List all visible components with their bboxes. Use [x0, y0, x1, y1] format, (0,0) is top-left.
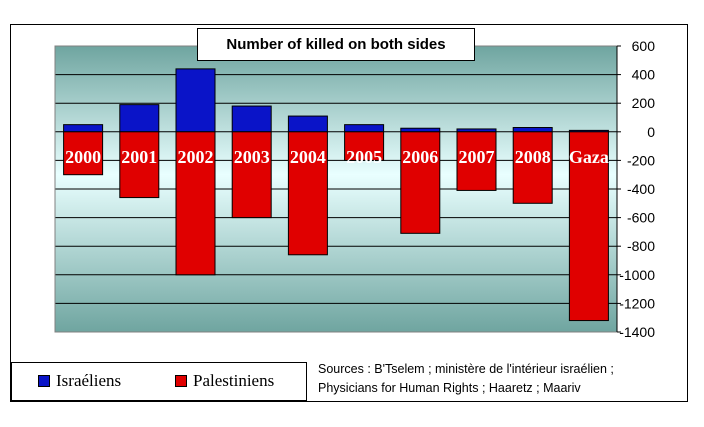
- bar-palestiniens-2001: [119, 131, 160, 199]
- legend-item-israeliens: Israéliens: [38, 371, 121, 391]
- bar-palestiniens-2006: [400, 131, 441, 234]
- bar-israeliens-2005: [344, 124, 385, 133]
- bar-israeliens-2006: [400, 127, 441, 133]
- category-label: 2000: [65, 147, 101, 167]
- legend: Israéliens Palestiniens: [11, 362, 307, 401]
- bar-palestiniens-2005: [344, 131, 385, 161]
- bar-israeliens-2002: [175, 68, 216, 133]
- category-label: Gaza: [569, 147, 609, 167]
- y-tick-label: 200: [632, 95, 656, 111]
- legend-label-israeliens: Israéliens: [56, 371, 122, 390]
- category-label: 2002: [178, 147, 214, 167]
- y-tick-label: -1200: [619, 295, 655, 311]
- category-label: 2007: [459, 147, 495, 167]
- category-label: 2004: [290, 147, 326, 167]
- legend-swatch-israeliens: [38, 375, 50, 387]
- legend-label-palestiniens: Palestiniens: [193, 371, 275, 390]
- sources-line-2: Physicians for Human Rights ; Haaretz ; …: [318, 381, 581, 395]
- y-tick-label: -1000: [619, 267, 655, 283]
- y-tick-label: 0: [647, 124, 655, 140]
- y-tick-label: -400: [627, 181, 655, 197]
- legend-swatch-palestiniens: [175, 375, 187, 387]
- bar-palestiniens-gaza: [568, 131, 609, 322]
- chart-title: Number of killed on both sides: [197, 28, 475, 61]
- y-tick-label: -800: [627, 238, 655, 254]
- y-tick-label: -200: [627, 152, 655, 168]
- bar-israeliens-2000: [63, 124, 104, 133]
- y-tick-label: -1400: [619, 324, 655, 340]
- bar-palestiniens-2008: [512, 131, 553, 204]
- bar-israeliens-2001: [119, 104, 160, 133]
- bar-palestiniens-2003: [231, 131, 272, 219]
- category-label: 2006: [402, 147, 438, 167]
- bar-palestiniens-2000: [63, 131, 104, 176]
- sources-note: Sources : B'Tselem ; ministère de l'inté…: [318, 360, 678, 398]
- sources-line-1: Sources : B'Tselem ; ministère de l'inté…: [318, 362, 614, 376]
- y-tick-label: -600: [627, 210, 655, 226]
- legend-item-palestiniens: Palestiniens: [175, 371, 274, 391]
- category-label: 2003: [234, 147, 270, 167]
- category-label: 2008: [515, 147, 551, 167]
- y-tick-label: 600: [632, 38, 656, 54]
- category-label: 2005: [346, 147, 382, 167]
- bar-israeliens-2003: [231, 105, 272, 133]
- bar-palestiniens-2004: [287, 131, 328, 256]
- bar-israeliens-2008: [512, 127, 553, 133]
- bar-palestiniens-2002: [175, 131, 216, 276]
- category-label: 2001: [121, 147, 157, 167]
- y-tick-label: 400: [632, 67, 656, 83]
- bar-israeliens-2004: [287, 115, 328, 133]
- bar-palestiniens-2007: [456, 131, 497, 191]
